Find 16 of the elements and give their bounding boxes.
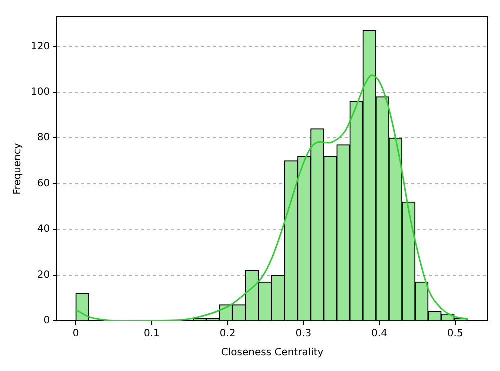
x-tick-label: 0.1 bbox=[144, 328, 160, 340]
y-tick-label: 120 bbox=[30, 41, 50, 52]
x-tick-label: 0.4 bbox=[372, 328, 388, 340]
x-tick-label: 0.2 bbox=[220, 328, 236, 340]
y-tick-label: 20 bbox=[37, 270, 50, 281]
line-series bbox=[75, 74, 468, 321]
y-tick-label: 80 bbox=[37, 132, 50, 144]
x-tick-label: 0 bbox=[72, 328, 80, 340]
x-tick-label: 0.5 bbox=[447, 328, 464, 340]
y-tick-label: 100 bbox=[30, 87, 50, 98]
x-axis-title: Closeness Centrality bbox=[221, 348, 324, 359]
y-tick-label: 60 bbox=[37, 178, 50, 190]
y-tick-label: 40 bbox=[37, 224, 50, 236]
x-tick-label: 0.3 bbox=[296, 328, 312, 340]
y-tick-label: 0 bbox=[44, 316, 50, 327]
y-axis-title: Frequency bbox=[12, 143, 24, 195]
